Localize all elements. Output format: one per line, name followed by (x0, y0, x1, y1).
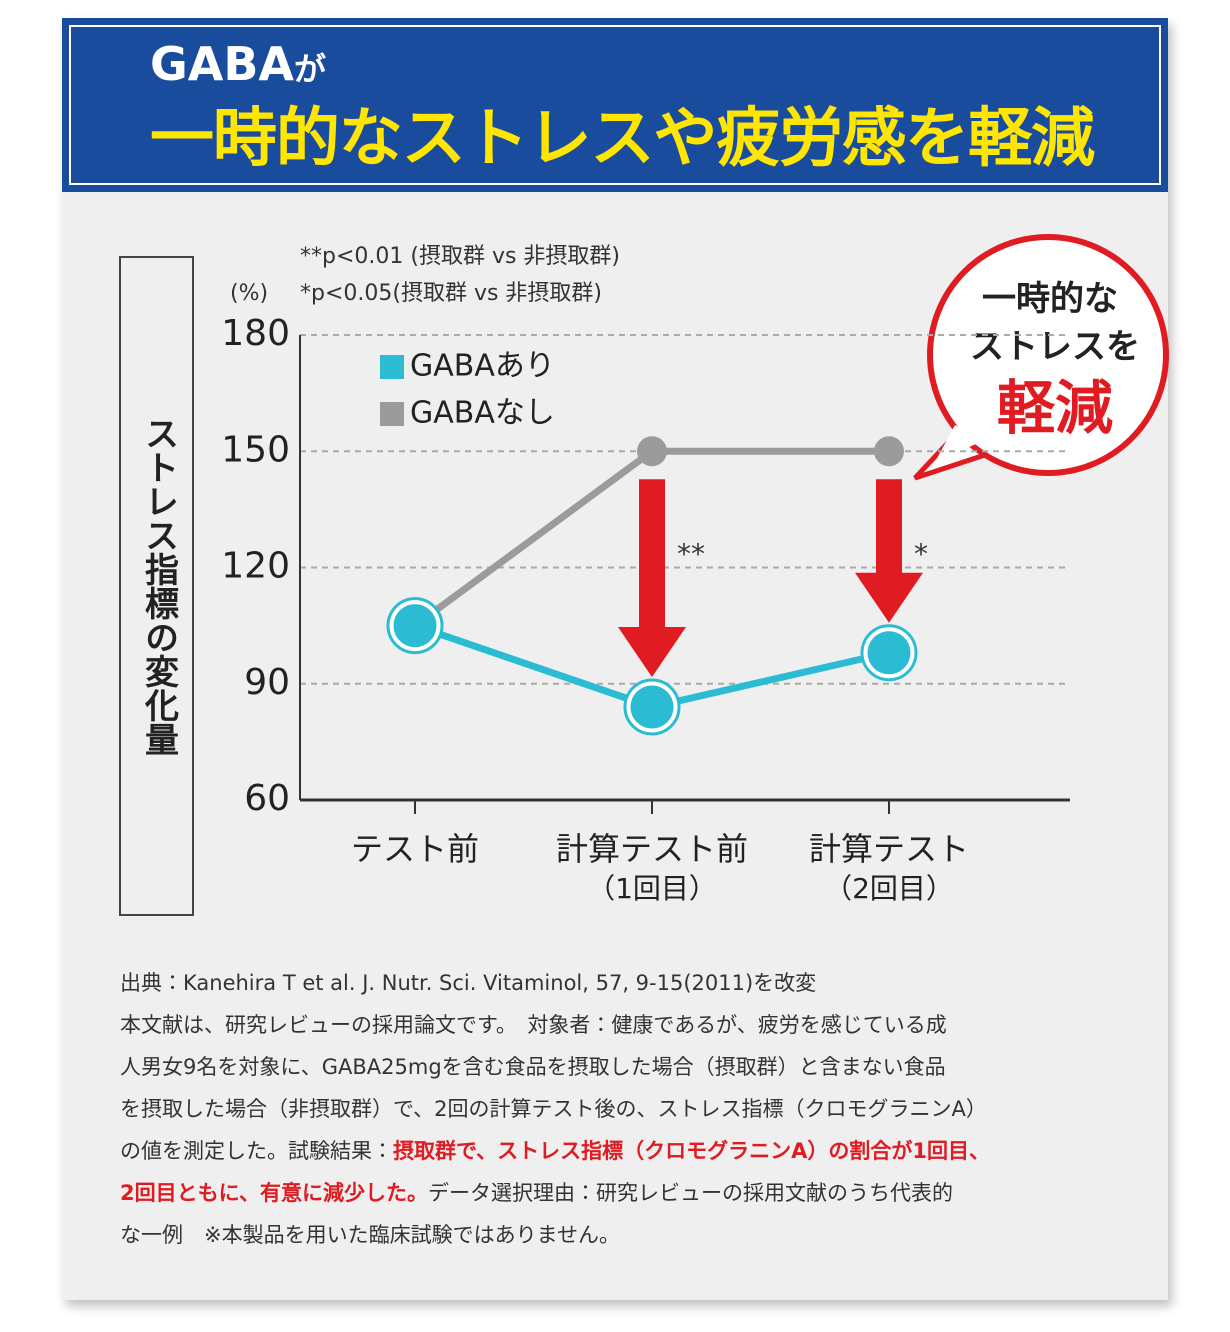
legend-label: GABAなし (410, 396, 555, 431)
marker-ring (860, 624, 918, 682)
marker (862, 626, 916, 680)
note-emphasis: 摂取群で、ストレス指標（クロモグラニンA）の割合が1回目、 (393, 1139, 991, 1163)
significance-label: * (914, 537, 928, 570)
header-border (69, 25, 1161, 185)
callout-circle (927, 234, 1169, 476)
callout: 一時的な ストレスを 軽減 (913, 234, 1169, 481)
note-text: 本文献は、研究レビューの採用論文です。 対象者：健康であるが、疲労を感じている成 (120, 1013, 947, 1037)
annotation: **p<0.01 (摂取群 vs 非摂取群) (300, 244, 620, 269)
x-tick-sublabel: （2回目） (824, 872, 954, 905)
note-emphasis: 2回目ともに、有意に減少した。 (120, 1181, 428, 1205)
y-tick-label: 180 (221, 313, 290, 354)
y-tick-label: 90 (244, 662, 290, 703)
x-tick-label: 計算テスト前 (556, 830, 748, 868)
header-subtitle: 一時的なストレスや疲労感を軽減 (150, 102, 1095, 176)
note-line: な一例 ※本製品を用いた臨床試験ではありません。 (120, 1214, 1130, 1256)
card (62, 18, 1168, 1300)
title-main: GABA (150, 37, 294, 91)
header-band (62, 18, 1168, 192)
marker-ring (386, 597, 444, 655)
callout-tail-fill (935, 425, 985, 462)
note-line: の値を測定した。試験結果：摂取群で、ストレス指標（クロモグラニンA）の割合が1回… (120, 1130, 1130, 1172)
y-tick-label: 120 (221, 546, 290, 587)
notes: 出典：Kanehira T et al. J. Nutr. Sci. Vitam… (120, 962, 1130, 1256)
annotation: *p<0.05(摂取群 vs 非摂取群) (300, 281, 602, 306)
legend-swatch (380, 402, 404, 426)
y-unit: (%) (230, 281, 268, 306)
significance-label: ** (677, 537, 705, 570)
x-tick-label: 計算テスト (809, 830, 969, 868)
header-title: GABAが (150, 37, 326, 91)
note-text: な一例 ※本製品を用いた臨床試験ではありません。 (120, 1223, 620, 1247)
legend-label: GABAあり (410, 349, 555, 384)
marker (388, 599, 442, 653)
note-line: 2回目ともに、有意に減少した。データ選択理由：研究レビューの採用文献のうち代表的 (120, 1172, 1130, 1214)
arrow (618, 479, 686, 677)
note-text: の値を測定した。試験結果： (120, 1139, 393, 1163)
note-text: を摂取した場合（非摂取群）で、2回の計算テスト後の、ストレス指標（クロモグラニン… (120, 1097, 987, 1121)
y-label-box (119, 256, 194, 916)
callout-text: 一時的な (982, 280, 1118, 318)
marker-ring (623, 678, 681, 736)
x-tick-sublabel: （1回目） (587, 872, 717, 905)
title-suffix: が (294, 50, 326, 88)
marker (625, 680, 679, 734)
legend-swatch (380, 355, 404, 379)
source: 出典：Kanehira T et al. J. Nutr. Sci. Vitam… (120, 971, 817, 995)
y-tick-label: 150 (221, 429, 290, 470)
note-line: を摂取した場合（非摂取群）で、2回の計算テスト後の、ストレス指標（クロモグラニン… (120, 1088, 1130, 1130)
marker (637, 436, 667, 467)
arrow (855, 479, 923, 623)
callout-emphasis: 軽減 (997, 376, 1113, 441)
marker (874, 436, 904, 467)
y-axis-label: ストレス指標の変化量 (139, 416, 180, 756)
y-tick-label: 60 (244, 778, 290, 819)
x-tick-label: テスト前 (351, 830, 479, 868)
note-line: 本文献は、研究レビューの採用論文です。 対象者：健康であるが、疲労を感じている成 (120, 1004, 1130, 1046)
note-line: 人男女9名を対象に、GABA25mgを含む食品を摂取した場合（摂取群）と含まない… (120, 1046, 1130, 1088)
note-text: 人男女9名を対象に、GABA25mgを含む食品を摂取した場合（摂取群）と含まない… (120, 1055, 946, 1079)
note-text: データ選択理由：研究レビューの採用文献のうち代表的 (427, 1181, 953, 1205)
